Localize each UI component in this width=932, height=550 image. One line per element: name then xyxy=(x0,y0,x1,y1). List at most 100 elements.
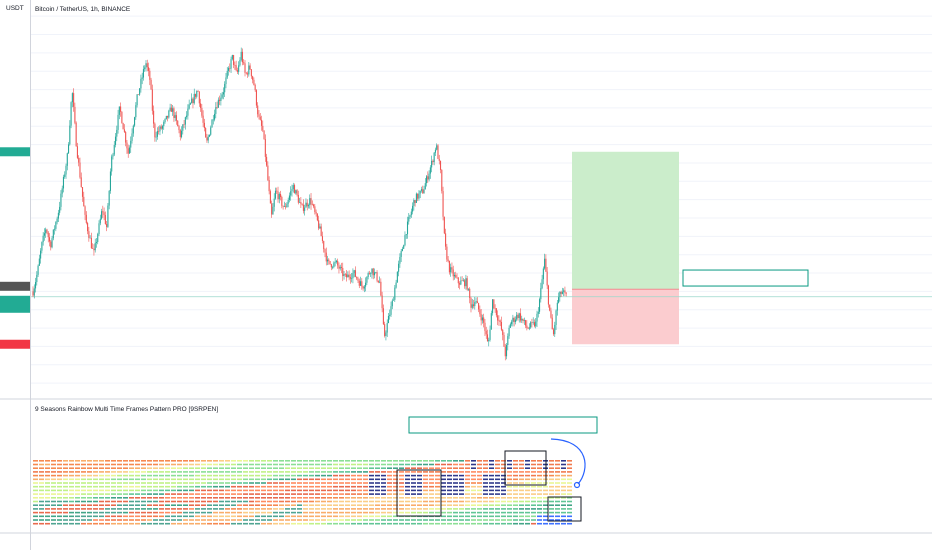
rainbow-segment xyxy=(501,493,506,495)
candle-body xyxy=(267,165,269,181)
rainbow-segment xyxy=(549,482,554,484)
candle-body xyxy=(564,290,566,293)
rainbow-segment xyxy=(63,489,68,492)
rainbow-segment xyxy=(117,482,122,484)
rainbow-segment xyxy=(297,482,302,484)
rainbow-segment xyxy=(33,500,38,503)
rainbow-segment xyxy=(309,515,314,518)
rainbow-segment xyxy=(99,508,104,510)
rainbow-segment xyxy=(279,522,284,525)
position-loss-zone[interactable] xyxy=(572,289,679,345)
rainbow-segment xyxy=(189,474,194,477)
rainbow-segment xyxy=(363,482,368,484)
rainbow-segment xyxy=(519,500,524,503)
candle-body xyxy=(370,273,372,275)
rainbow-segment xyxy=(513,515,518,518)
rainbow-segment xyxy=(171,471,176,473)
rainbow-segment xyxy=(297,504,302,506)
rainbow-segment xyxy=(111,522,116,525)
rainbow-segment xyxy=(339,471,344,473)
rainbow-segment xyxy=(171,485,176,488)
rainbow-segment xyxy=(531,489,536,492)
position-profit-zone[interactable] xyxy=(572,151,679,290)
buy-callout-box[interactable] xyxy=(682,269,809,287)
rainbow-segment xyxy=(363,493,368,495)
indicator-annotation-box[interactable] xyxy=(408,416,598,434)
rainbow-segment xyxy=(435,467,440,469)
rainbow-segment xyxy=(381,508,386,510)
rainbow-segment xyxy=(417,471,422,473)
candle-body xyxy=(305,202,307,208)
rainbow-segment xyxy=(459,522,464,525)
rainbow-segment xyxy=(417,485,422,488)
rainbow-segment xyxy=(441,467,446,469)
rainbow-segment xyxy=(543,522,548,525)
rainbow-segment xyxy=(237,467,242,469)
candle-body xyxy=(38,258,40,266)
rainbow-segment xyxy=(135,497,140,499)
rainbow-segment xyxy=(411,482,416,484)
rainbow-segment xyxy=(75,511,80,514)
rainbow-segment xyxy=(285,508,290,510)
rainbow-segment xyxy=(315,478,320,481)
rainbow-segment xyxy=(513,471,518,473)
rainbow-segment xyxy=(75,474,80,477)
rainbow-segment xyxy=(267,463,272,466)
rainbow-segment xyxy=(87,460,92,462)
candle-body xyxy=(97,234,99,243)
rainbow-segment xyxy=(507,519,512,521)
rainbow-segment xyxy=(327,504,332,506)
rainbow-segment xyxy=(387,500,392,503)
rainbow-segment xyxy=(87,515,92,518)
candle-body xyxy=(295,190,297,194)
candle-body xyxy=(92,248,94,249)
candle-body xyxy=(236,70,238,72)
rainbow-segment xyxy=(303,515,308,518)
rainbow-segment xyxy=(255,474,260,477)
rainbow-segment xyxy=(429,522,434,525)
rainbow-segment xyxy=(387,522,392,525)
rainbow-segment xyxy=(393,471,398,473)
rainbow-segment xyxy=(567,471,572,473)
candle-body xyxy=(258,114,260,117)
rainbow-segment xyxy=(375,519,380,521)
rainbow-segment xyxy=(435,519,440,521)
rainbow-segment xyxy=(213,497,218,499)
rainbow-segment xyxy=(303,500,308,503)
rainbow-segment xyxy=(489,522,494,525)
rainbow-segment xyxy=(87,522,92,525)
candle-body xyxy=(140,78,142,89)
rainbow-segment xyxy=(231,500,236,503)
candle-body xyxy=(354,270,357,277)
rainbow-segment xyxy=(153,471,158,473)
rainbow-segment xyxy=(135,478,140,481)
rainbow-segment xyxy=(225,493,230,495)
annotation-arrow-head xyxy=(573,481,581,489)
rainbow-segment xyxy=(225,522,230,525)
rainbow-segment xyxy=(411,489,416,492)
rainbow-segment xyxy=(207,463,212,466)
rainbow-segment xyxy=(69,497,74,499)
rainbow-segment xyxy=(129,515,134,518)
rainbow-segment xyxy=(177,504,182,506)
rainbow-segment xyxy=(297,467,302,469)
rainbow-segment xyxy=(351,482,356,484)
rainbow-segment xyxy=(411,474,416,477)
candle-body xyxy=(245,72,247,74)
rainbow-segment xyxy=(171,500,176,503)
rainbow-segment xyxy=(213,493,218,495)
rainbow-segment xyxy=(189,500,194,503)
rainbow-segment xyxy=(507,500,512,503)
rainbow-segment xyxy=(153,482,158,484)
candle-body xyxy=(344,274,346,275)
rainbow-segment xyxy=(405,478,410,481)
rainbow-segment xyxy=(183,467,188,469)
rainbow-segment xyxy=(195,504,200,506)
rainbow-segment xyxy=(45,504,50,506)
rainbow-segment xyxy=(201,478,206,481)
candle-body xyxy=(363,286,365,289)
rainbow-segment xyxy=(441,504,446,506)
rainbow-segment xyxy=(51,474,56,477)
rainbow-segment xyxy=(177,478,182,481)
